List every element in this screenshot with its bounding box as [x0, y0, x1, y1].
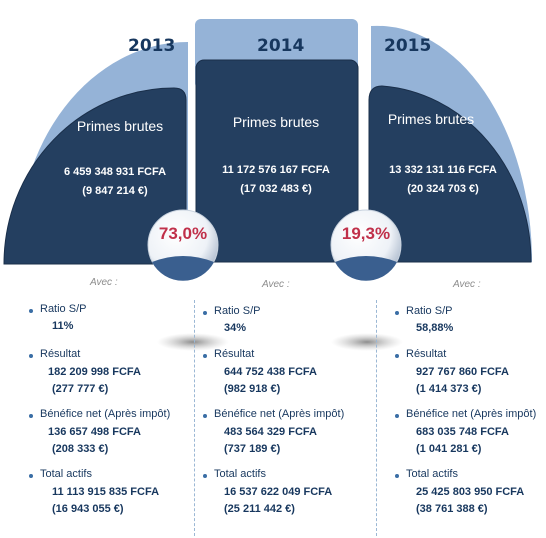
bullet-icon — [203, 354, 207, 358]
ratio-item: Ratio S/P 58,88% — [395, 305, 546, 334]
year-2014: 2014 — [257, 36, 305, 56]
actifs-fcfa: 11 113 915 835 FCFA — [52, 486, 160, 498]
details-column-2013: Ratio S/P 11% Résultat 182 209 998 FCFA … — [29, 303, 210, 515]
bullet-icon — [395, 354, 399, 358]
ratio-item: Ratio S/P 34% — [203, 305, 384, 334]
ratio-label: Ratio S/P — [40, 303, 87, 315]
ratio-item: Ratio S/P 11% — [29, 303, 210, 332]
bullet-icon — [395, 414, 399, 418]
benefice-fcfa: 483 564 329 FCFA — [224, 426, 317, 438]
avec-label-2013: Avec : — [90, 277, 118, 288]
actifs-label: Total actifs — [214, 468, 266, 480]
benefice-fcfa: 683 035 748 FCFA — [416, 426, 509, 438]
ratio-value: 34% — [224, 322, 247, 334]
sphere-shadow-right — [331, 333, 403, 351]
sphere-shadow-left — [157, 333, 229, 351]
actifs-eur: (38 761 388 €) — [416, 503, 488, 515]
panel-2015-dark — [368, 85, 532, 263]
benefice-item: Bénéfice net (Après impôt) 136 657 498 F… — [29, 408, 210, 455]
resultat-fcfa: 927 767 860 FCFA — [416, 366, 509, 378]
bullet-icon — [395, 474, 399, 478]
avec-label-2015: Avec : — [453, 279, 481, 290]
panel-2014-title: Primes brutes — [232, 114, 320, 130]
actifs-fcfa: 25 425 803 950 FCFA — [416, 486, 525, 498]
actifs-fcfa: 16 537 622 049 FCFA — [224, 486, 333, 498]
resultat-eur: (1 414 373 €) — [416, 383, 482, 395]
benefice-eur: (1 041 281 €) — [416, 443, 482, 455]
bullet-icon — [29, 474, 33, 478]
bullet-icon — [203, 311, 207, 315]
ratio-value: 58,88% — [416, 322, 454, 334]
resultat-label: Résultat — [214, 348, 255, 360]
panel-2013-title: Primes brutes — [76, 118, 164, 134]
year-2015: 2015 — [384, 36, 432, 56]
column-divider-right — [376, 300, 377, 536]
actifs-label: Total actifs — [40, 468, 92, 480]
actifs-item: Total actifs 25 425 803 950 FCFA (38 761… — [395, 468, 546, 515]
bullet-icon — [29, 309, 33, 313]
year-2013: 2013 — [128, 36, 176, 56]
benefice-eur: (208 333 €) — [52, 443, 109, 455]
bullet-icon — [29, 354, 33, 358]
resultat-fcfa: 644 752 438 FCFA — [224, 366, 317, 378]
actifs-item: Total actifs 11 113 915 835 FCFA (16 943… — [29, 468, 210, 515]
resultat-fcfa: 182 209 998 FCFA — [48, 366, 141, 378]
details-column-2014: Ratio S/P 34% Résultat 644 752 438 FCFA … — [203, 305, 384, 515]
panel-2015-amount: 13 332 131 116 FCFA — [389, 164, 497, 176]
sphere-right — [330, 209, 402, 281]
panel-2014-amount: 11 172 576 167 FCFA — [222, 164, 330, 176]
benefice-item: Bénéfice net (Après impôt) 483 564 329 F… — [203, 408, 384, 455]
benefice-label: Bénéfice net (Après impôt) — [40, 408, 171, 420]
benefice-label: Bénéfice net (Après impôt) — [406, 408, 537, 420]
resultat-label: Résultat — [406, 348, 447, 360]
benefice-eur: (737 189 €) — [224, 443, 281, 455]
panel-2015-title: Primes brutes — [387, 111, 475, 127]
column-divider-left — [194, 300, 195, 536]
resultat-item: Résultat 927 767 860 FCFA (1 414 373 €) — [395, 348, 546, 395]
panel-2013-eur: (9 847 214 €) — [82, 185, 148, 197]
ratio-label: Ratio S/P — [214, 305, 261, 317]
bullet-icon — [395, 311, 399, 315]
benefice-label: Bénéfice net (Après impôt) — [214, 408, 345, 420]
panel-2013-amount: 6 459 348 931 FCFA — [63, 166, 167, 178]
ratio-label: Ratio S/P — [406, 305, 453, 317]
resultat-eur: (982 918 €) — [224, 383, 281, 395]
actifs-eur: (16 943 055 €) — [52, 503, 124, 515]
bullet-icon — [203, 414, 207, 418]
resultat-label: Résultat — [40, 348, 81, 360]
panel-2014-dark — [195, 59, 359, 263]
growth-2014-2015: 19,3% — [341, 224, 391, 243]
growth-2013-2014: 73,0% — [158, 224, 208, 243]
benefice-item: Bénéfice net (Après impôt) 683 035 748 F… — [395, 408, 546, 455]
panel-2014-eur: (17 032 483 €) — [240, 183, 312, 195]
ratio-value: 11% — [52, 320, 74, 332]
actifs-item: Total actifs 16 537 622 049 FCFA (25 211… — [203, 468, 384, 515]
sphere-left — [147, 209, 219, 281]
resultat-eur: (277 777 €) — [52, 383, 109, 395]
actifs-eur: (25 211 442 €) — [224, 503, 295, 515]
bullet-icon — [203, 474, 207, 478]
actifs-label: Total actifs — [406, 468, 458, 480]
resultat-item: Résultat 182 209 998 FCFA (277 777 €) — [29, 348, 210, 395]
panel-2013-dark — [3, 87, 187, 265]
avec-label-2014: Avec : — [262, 279, 290, 290]
panel-2015-eur: (20 324 703 €) — [407, 183, 479, 195]
bullet-icon — [29, 414, 33, 418]
resultat-item: Résultat 644 752 438 FCFA (982 918 €) — [203, 348, 384, 395]
benefice-fcfa: 136 657 498 FCFA — [48, 426, 141, 438]
details-column-2015: Ratio S/P 58,88% Résultat 927 767 860 FC… — [395, 305, 546, 515]
